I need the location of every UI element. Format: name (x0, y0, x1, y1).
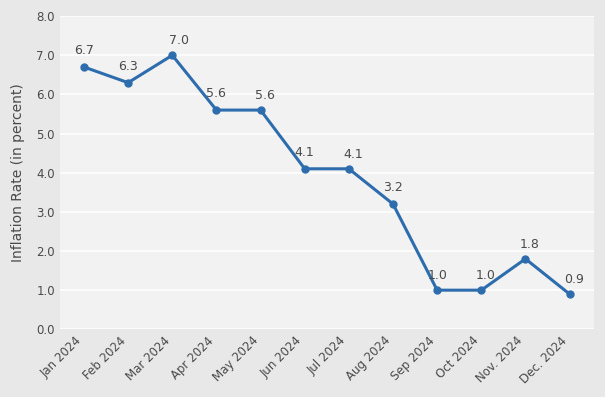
Text: 1.0: 1.0 (476, 269, 495, 282)
Text: 0.9: 0.9 (564, 273, 584, 286)
Text: 4.1: 4.1 (344, 148, 363, 161)
Text: 1.8: 1.8 (520, 238, 540, 251)
Text: 5.6: 5.6 (255, 89, 275, 102)
Text: 6.7: 6.7 (74, 44, 94, 57)
Text: 4.1: 4.1 (295, 146, 315, 159)
Text: 1.0: 1.0 (427, 269, 447, 282)
Text: 7.0: 7.0 (169, 35, 189, 47)
Text: 5.6: 5.6 (206, 87, 226, 100)
Text: 6.3: 6.3 (118, 60, 138, 73)
Y-axis label: Inflation Rate (in percent): Inflation Rate (in percent) (11, 83, 25, 262)
Text: 3.2: 3.2 (383, 181, 403, 194)
